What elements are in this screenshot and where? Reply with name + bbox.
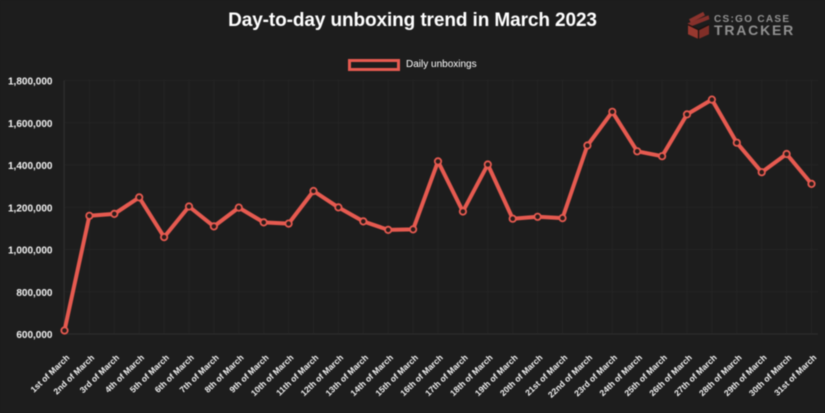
svg-text:1,600,000: 1,600,000	[8, 119, 53, 130]
svg-text:600,000: 600,000	[16, 330, 53, 341]
svg-text:800,000: 800,000	[16, 288, 53, 299]
svg-text:1,800,000: 1,800,000	[8, 77, 53, 88]
svg-text:1,400,000: 1,400,000	[8, 161, 53, 172]
svg-text:1,200,000: 1,200,000	[8, 203, 53, 214]
svg-text:1,000,000: 1,000,000	[8, 246, 53, 257]
